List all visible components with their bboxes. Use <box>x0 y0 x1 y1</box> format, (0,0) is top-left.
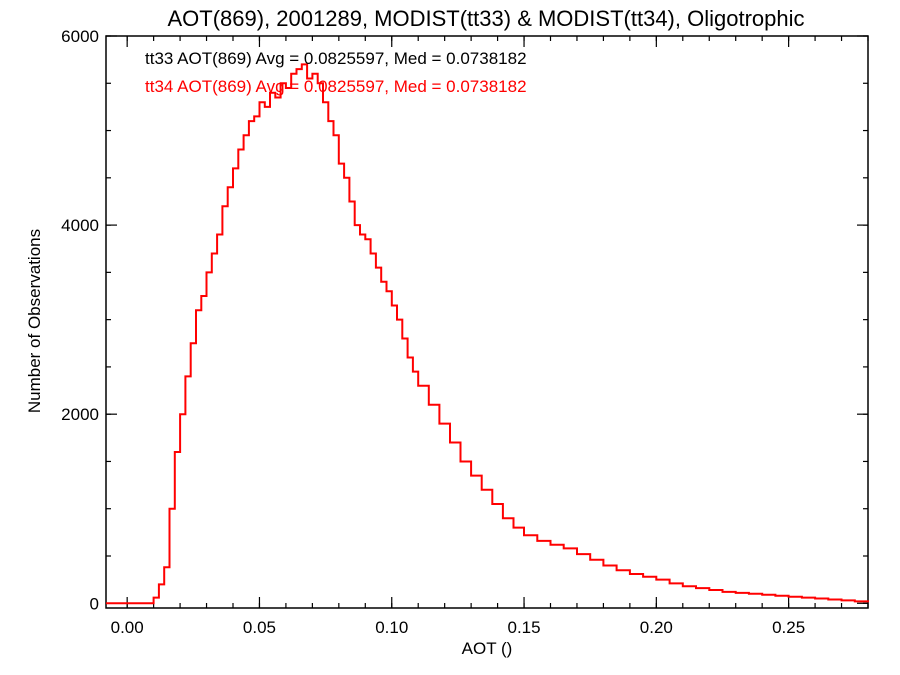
x-tick-label: 0.20 <box>640 618 673 637</box>
series-line-tt34 <box>106 63 869 605</box>
y-tick-label: 0 <box>90 594 99 613</box>
annotation-tt34-stats: tt34 AOT(869) Avg = 0.0825597, Med = 0.0… <box>145 77 527 96</box>
y-axis-label: Number of Observations <box>25 229 44 413</box>
chart-title: AOT(869), 2001289, MODIST(tt33) & MODIST… <box>168 6 805 31</box>
x-tick-label: 0.15 <box>507 618 540 637</box>
x-tick-label: 0.25 <box>772 618 805 637</box>
axis-ticks <box>106 35 869 608</box>
plot-frame <box>105 35 869 609</box>
x-tick-label: 0.05 <box>243 618 276 637</box>
x-tick-label: 0.00 <box>111 618 144 637</box>
y-tick-label: 2000 <box>61 405 99 424</box>
annotation-tt33-stats: tt33 AOT(869) Avg = 0.0825597, Med = 0.0… <box>145 49 527 68</box>
x-tick-label: 0.10 <box>375 618 408 637</box>
y-tick-label: 4000 <box>61 216 99 235</box>
tick-labels: 0.00 0.05 0.10 0.15 0.20 0.25 0 2000 4000 6000 <box>61 27 805 637</box>
x-axis-label: AOT () <box>462 639 513 658</box>
y-tick-label: 6000 <box>61 27 99 46</box>
